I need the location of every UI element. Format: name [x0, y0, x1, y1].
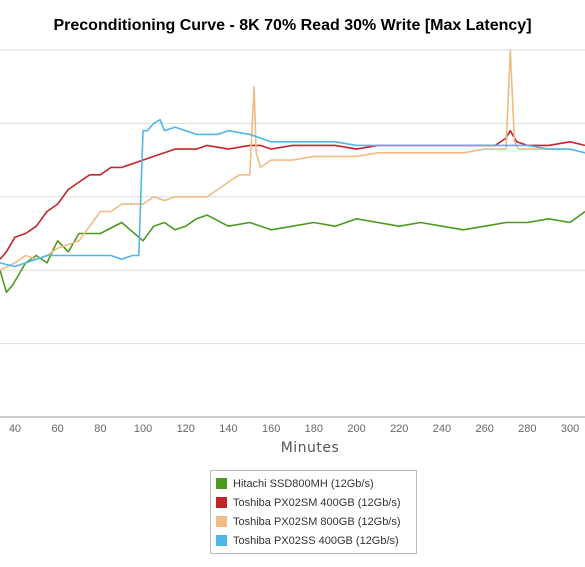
- x-tick-label: 80: [94, 423, 106, 435]
- x-tick-label: 280: [518, 423, 536, 435]
- x-tick-label: 40: [9, 423, 21, 435]
- x-tick-label: 260: [475, 423, 493, 435]
- x-tick-label: 180: [305, 423, 323, 435]
- legend-swatch: [216, 535, 227, 546]
- x-tick-label: 120: [177, 423, 195, 435]
- legend-label: Hitachi SSD800MH (12Gb/s): [233, 477, 374, 490]
- x-tick-label: 240: [433, 423, 451, 435]
- series-line-0: [0, 210, 585, 294]
- legend-swatch: [216, 497, 227, 508]
- legend-item-series-3[interactable]: Toshiba PX02SS 400GB (12Gb/s): [216, 531, 411, 550]
- series-line-3: [0, 118, 585, 268]
- x-tick-label: 220: [390, 423, 408, 435]
- legend-swatch: [216, 516, 227, 527]
- legend-item-series-0[interactable]: Hitachi SSD800MH (12Gb/s): [216, 474, 411, 493]
- legend-item-series-1[interactable]: Toshiba PX02SM 400GB (12Gb/s): [216, 493, 411, 512]
- x-tick-labels: 40 60 80 100 120 140 160 180 200 220 240 260 280 300: [9, 423, 579, 435]
- x-tick-label: 60: [52, 423, 64, 435]
- legend: Hitachi SSD800MH (12Gb/s) Toshiba PX02SM…: [210, 470, 417, 554]
- legend-label: Toshiba PX02SM 400GB (12Gb/s): [233, 496, 401, 509]
- x-tick-label: 160: [262, 423, 280, 435]
- x-tick-label: 140: [219, 423, 237, 435]
- chart-title: Preconditioning Curve - 8K 70% Read 30% …: [53, 17, 532, 34]
- x-axis-title: Minutes: [280, 440, 340, 456]
- series-lines: [0, 49, 585, 294]
- series-line-1: [0, 129, 585, 260]
- legend-label: Toshiba PX02SS 400GB (12Gb/s): [233, 534, 399, 547]
- x-tick-label: 100: [134, 423, 152, 435]
- legend-item-series-2[interactable]: Toshiba PX02SM 800GB (12Gb/s): [216, 512, 411, 531]
- legend-swatch: [216, 478, 227, 489]
- x-tick-label: 200: [347, 423, 365, 435]
- series-line-2: [0, 49, 585, 271]
- legend-label: Toshiba PX02SM 800GB (12Gb/s): [233, 515, 401, 528]
- x-tick-label: 300: [561, 423, 579, 435]
